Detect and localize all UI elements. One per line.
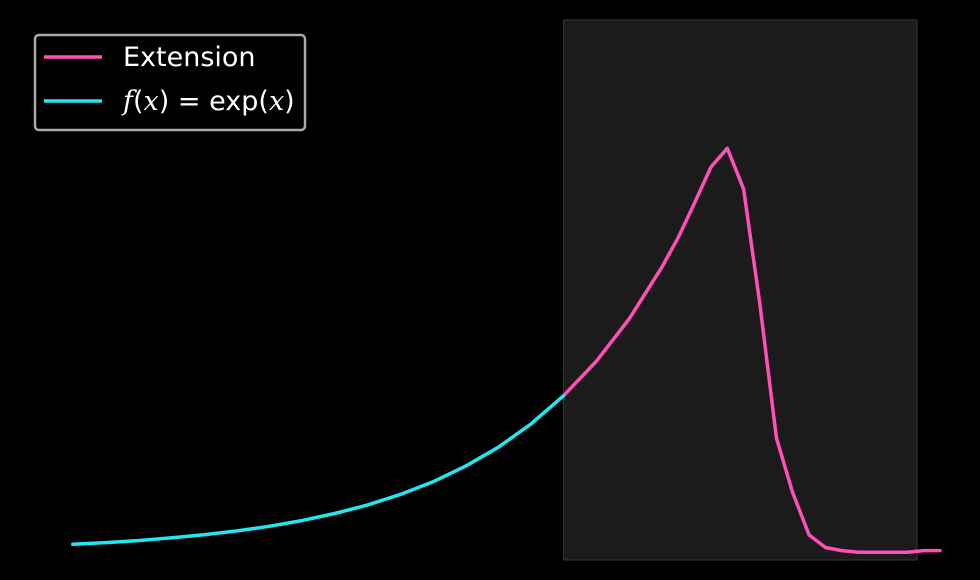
legend: Extension f(x) = exp(x)	[33, 33, 307, 132]
shaded-region	[563, 19, 918, 561]
legend-label-extension: Extension	[123, 42, 256, 73]
series-line-exp	[70, 393, 566, 547]
legend-label-exp: f(x) = exp(x)	[121, 86, 295, 117]
legend-frame	[33, 33, 307, 132]
series-layer	[70, 146, 942, 554]
series-line-extension	[561, 146, 942, 554]
